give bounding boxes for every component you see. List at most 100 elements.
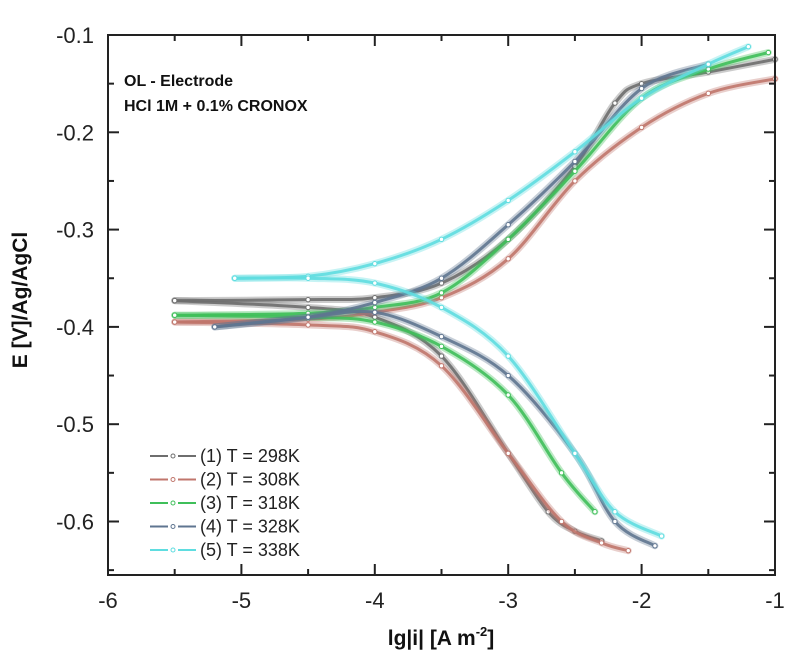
data-point (172, 297, 178, 304)
data-point (305, 322, 311, 328)
data-point (592, 509, 598, 515)
data-point (438, 333, 445, 340)
legend-item: (2) T = 308K (150, 470, 300, 490)
y-tick-label: -0.5 (56, 412, 94, 437)
y-tick-label: -0.4 (56, 315, 94, 340)
data-point (505, 256, 511, 262)
y-tick-labels: -0.1 -0.2 -0.3 -0.4 -0.5 -0.6 (56, 23, 94, 534)
data-point (505, 197, 511, 204)
x-axis-title-end: ] (487, 627, 494, 650)
data-point (232, 275, 238, 281)
data-point (558, 470, 565, 476)
x-tick-label: -2 (632, 588, 652, 613)
data-point (438, 275, 445, 281)
data-point (438, 236, 445, 243)
x-tick-label: -3 (498, 588, 518, 613)
data-point (598, 540, 605, 546)
legend-item: (3) T = 318K (150, 493, 300, 513)
legend-label: (3) T = 318K (200, 493, 300, 513)
y-tick-label: -0.1 (56, 23, 94, 48)
data-point (572, 178, 578, 184)
data-point (372, 260, 378, 267)
data-point (438, 343, 445, 350)
x-tick-label: -5 (232, 588, 252, 613)
data-point (172, 319, 178, 325)
data-point (652, 543, 658, 549)
data-point (305, 296, 311, 303)
x-tick-labels: -6 -5 -4 -3 -2 -1 (98, 588, 785, 613)
data-point (438, 363, 445, 369)
series-2-anodic-glow (171, 75, 779, 326)
y-tick-label: -0.2 (56, 120, 94, 145)
data-point (505, 450, 511, 457)
data-point (505, 353, 511, 359)
legend-item: (5) T = 338K (150, 540, 300, 560)
data-point (438, 353, 445, 359)
series-4 (211, 60, 712, 550)
data-point (558, 518, 565, 525)
legend-item: (1) T = 298K (150, 446, 300, 466)
data-point (572, 149, 578, 155)
data-point (372, 299, 378, 306)
data-point (505, 236, 511, 243)
data-point (612, 509, 618, 515)
data-point (612, 100, 618, 106)
data-point (172, 312, 178, 318)
series-5 (231, 43, 752, 540)
data-point (505, 372, 511, 379)
y-tick-label: -0.3 (56, 218, 94, 243)
annotation-solution: HCl 1M + 0.1% CRONOX (124, 98, 308, 115)
data-point (705, 61, 711, 67)
data-point (305, 314, 311, 320)
x-tick-label: -4 (365, 588, 385, 613)
data-point (305, 275, 311, 281)
annotation-electrode: OL - Electrode (124, 73, 233, 90)
legend-label: (1) T = 298K (200, 446, 300, 466)
data-point (438, 304, 445, 311)
ticks-layer (107, 34, 776, 575)
data-point (505, 392, 511, 398)
legend-label: (4) T = 328K (200, 517, 300, 537)
x-tick-label: -6 (98, 588, 118, 613)
series-1-anodic-line (173, 57, 777, 303)
curves-layer (171, 43, 779, 555)
legend-item: (4) T = 328K (150, 517, 300, 537)
legend-marker (170, 547, 176, 553)
data-point (572, 168, 578, 174)
legend-label: (2) T = 308K (200, 470, 300, 490)
data-point (765, 49, 772, 56)
legend-marker (170, 453, 176, 459)
data-point (305, 304, 311, 311)
legend-label: (5) T = 338K (200, 540, 300, 560)
data-point (612, 518, 618, 525)
data-point (372, 309, 378, 315)
data-point (212, 324, 218, 330)
data-point (372, 329, 378, 335)
data-point (505, 222, 511, 228)
x-axis-title-main: lg|i| [A m (388, 627, 476, 650)
data-point (572, 450, 578, 457)
x-axis-title-sup: -2 (476, 624, 488, 639)
x-tick-label: -1 (765, 588, 785, 613)
legend-marker (170, 500, 176, 506)
data-point (438, 290, 445, 296)
y-tick-label: -0.6 (56, 509, 94, 534)
legend-marker (170, 477, 176, 482)
data-point (638, 95, 645, 101)
y-axis-title: E [V]/Ag/AgCl (9, 232, 32, 369)
data-point (745, 43, 752, 50)
series-5-cathodic-line (233, 276, 664, 538)
legend-marker (170, 524, 176, 529)
legend: (1) T = 298K (2) T = 308K (3) T = 318K (4) … (150, 446, 300, 560)
data-point (638, 85, 645, 92)
data-point (638, 124, 645, 131)
data-point (372, 319, 378, 325)
data-point (572, 158, 578, 165)
data-point (372, 280, 378, 286)
data-point (545, 509, 551, 515)
data-point (705, 90, 711, 97)
data-point (658, 533, 665, 539)
data-point (625, 547, 631, 554)
x-axis-title: lg|i| [A m-2] (388, 624, 495, 650)
